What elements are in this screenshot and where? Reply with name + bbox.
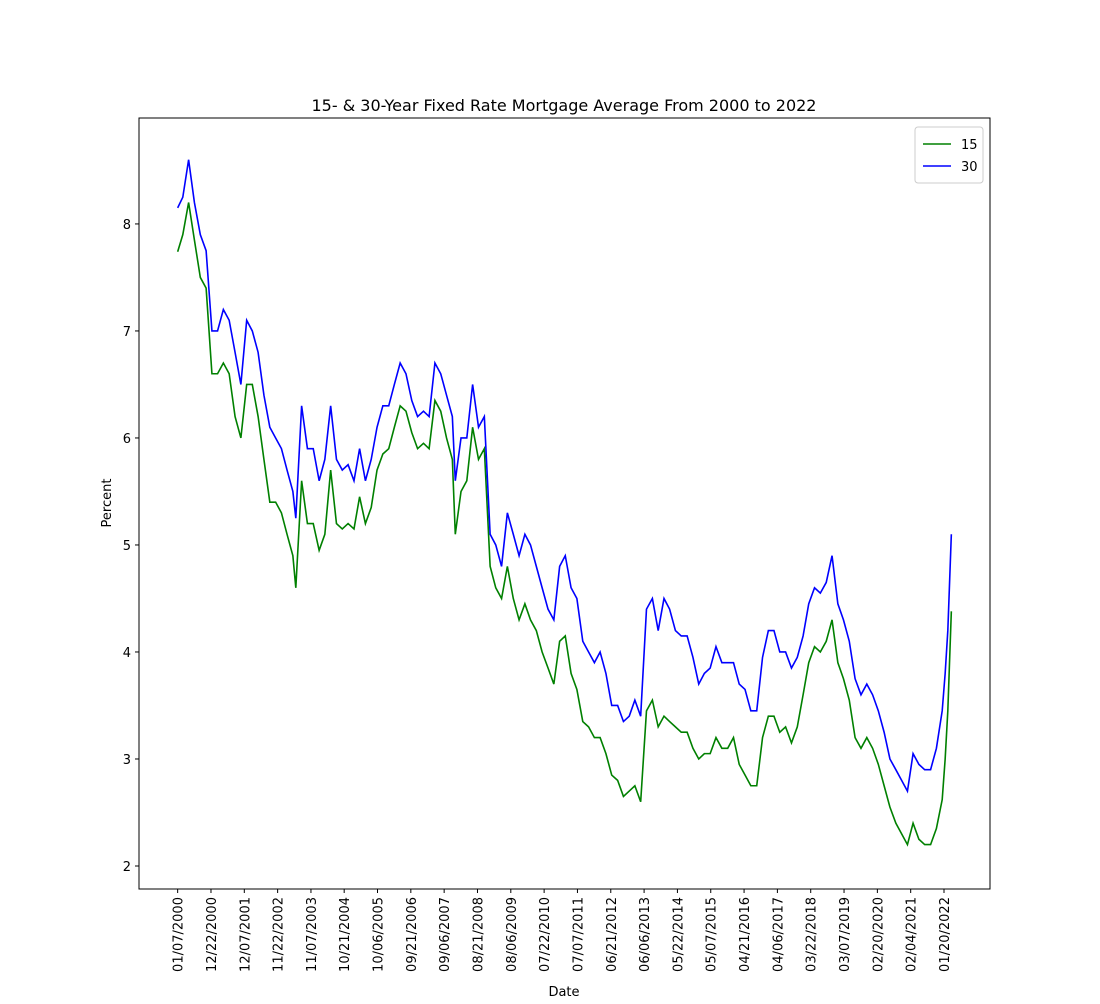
x-tick-label: 10/21/2004: [338, 897, 353, 972]
x-tick-label: 03/07/2019: [838, 897, 853, 972]
x-tick-label: 10/06/2005: [372, 897, 387, 972]
plot-frame: [138, 117, 991, 890]
x-tick-label: 07/22/2010: [538, 897, 553, 972]
x-tick-label: 07/07/2011: [571, 897, 586, 972]
y-tick-label: 5: [123, 539, 131, 554]
x-tick-label: 12/22/2000: [205, 897, 220, 972]
y-tick-label: 8: [123, 218, 131, 233]
y-axis-label: Percent: [100, 479, 115, 528]
x-axis-label: Date: [548, 985, 579, 1000]
x-tick-label: 04/06/2017: [771, 897, 786, 972]
x-tick-label: 12/07/2001: [238, 897, 253, 972]
x-tick-label: 11/22/2002: [272, 897, 287, 972]
y-tick-label: 7: [123, 325, 131, 340]
x-tick-label: 05/22/2014: [671, 897, 686, 972]
x-tick-label: 06/06/2013: [638, 897, 653, 972]
x-tick-label: 11/07/2003: [305, 897, 320, 972]
y-tick-label: 3: [123, 753, 131, 768]
x-tick-label: 02/20/2020: [871, 897, 886, 972]
x-tick-label: 02/04/2021: [905, 897, 920, 972]
x-tick-label: 08/21/2008: [471, 897, 486, 972]
x-tick-label: 09/21/2006: [405, 897, 420, 972]
y-tick-label: 4: [123, 646, 131, 661]
series-line: [176, 202, 953, 847]
series-line: [176, 159, 953, 794]
y-tick-label: 2: [123, 860, 131, 875]
y-tick-label: 6: [123, 432, 131, 447]
x-tick-label: 04/21/2016: [738, 897, 753, 972]
chart-title: 15- & 30-Year Fixed Rate Mortgage Averag…: [312, 96, 817, 115]
x-tick-label: 01/07/2000: [172, 897, 187, 972]
x-tick-label: 03/22/2018: [805, 897, 820, 972]
legend-label: 30: [961, 160, 978, 175]
x-tick-label: 05/07/2015: [705, 897, 720, 972]
legend-box: [914, 126, 984, 184]
legend-label: 15: [961, 138, 978, 153]
x-tick-label: 09/06/2007: [438, 897, 453, 972]
x-tick-label: 08/06/2009: [505, 897, 520, 972]
x-tick-label: 06/21/2012: [605, 897, 620, 972]
x-tick-label: 01/20/2022: [938, 897, 953, 972]
